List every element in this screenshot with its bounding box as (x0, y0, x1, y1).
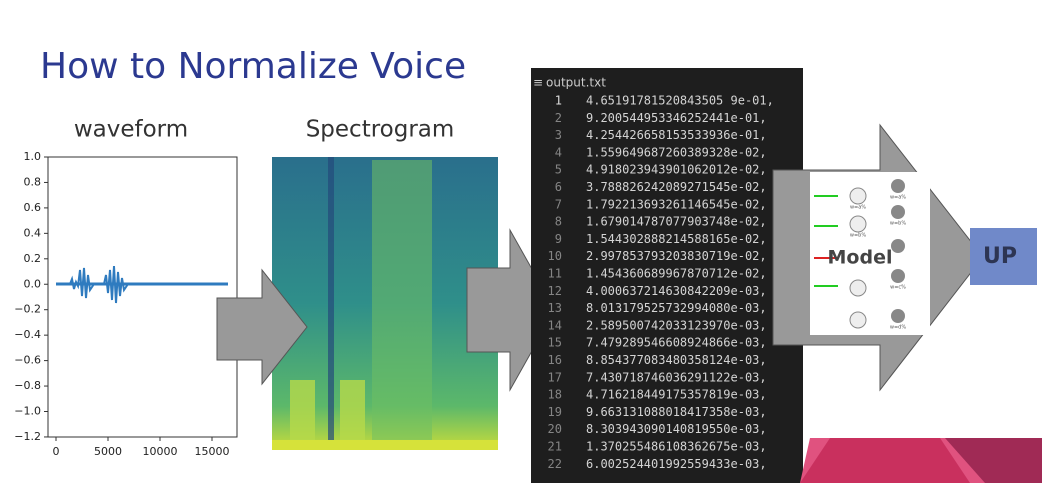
y-tick-label: −0.8 (14, 379, 41, 392)
output-box (970, 228, 1037, 285)
line-text: 8.303943090140819550e-03, (586, 422, 767, 436)
line-text: 4.716218449175357819e-03, (586, 388, 767, 402)
line-text: 1.544302888214588165e-02, (586, 232, 767, 246)
line-number: 13 (548, 301, 562, 315)
model-label: Model (828, 247, 893, 269)
line-number: 4 (555, 145, 562, 159)
weight-label: w=a% (890, 195, 906, 201)
y-tick-label: 0.6 (24, 201, 42, 214)
y-tick-label: 0.8 (24, 175, 42, 188)
y-tick-label: 0.4 (24, 226, 42, 239)
line-text: 6.002524401992559433e-03, (586, 457, 767, 471)
y-tick-label: 1.0 (24, 150, 42, 163)
model-diagram (810, 172, 930, 335)
decoration (800, 438, 1042, 483)
line-number: 3 (555, 128, 562, 142)
weight-label: w=b% (850, 233, 866, 239)
line-text: 8.854377083480358124e-03, (586, 353, 767, 367)
line-number: 11 (548, 267, 562, 281)
x-tick-label: 5000 (94, 445, 122, 458)
line-number: 20 (548, 422, 562, 436)
line-text: 2.997853793203830719e-02, (586, 249, 767, 263)
y-tick-label: −0.2 (14, 303, 41, 316)
line-text: 3.788826242089271545e-02, (586, 180, 767, 194)
line-text: 7.430718746036291122e-03, (586, 370, 767, 384)
line-text: 1.454360689967870712e-02, (586, 267, 767, 281)
line-number: 9 (555, 232, 562, 246)
weight-label: w=d% (890, 325, 906, 331)
line-text: 4.918023943901062012e-02, (586, 163, 767, 177)
spectrogram-label: Spectrogram (306, 117, 455, 143)
line-text: 4.254426658153533936e-01, (586, 128, 767, 142)
waveform-plot (47, 156, 238, 438)
line-number: 6 (555, 180, 562, 194)
line-text: 8.013179525732994080e-03, (586, 301, 767, 315)
y-tick-label: −0.6 (14, 354, 41, 367)
line-text: 4.000637214630842209e-03, (586, 284, 767, 298)
x-tick-label: 15000 (195, 445, 230, 458)
weight-label: w=c% (890, 285, 906, 291)
line-number: 19 (548, 405, 562, 419)
line-number: 15 (548, 336, 562, 350)
arrow (216, 268, 308, 386)
slide-title: How to Normalize Voice (40, 46, 466, 87)
line-number: 17 (548, 370, 562, 384)
line-text: 9.663131088018417358e-03, (586, 405, 767, 419)
line-number: 21 (548, 440, 562, 454)
line-number: 1 (555, 94, 562, 108)
line-number: 7 (555, 197, 562, 211)
editor-panel (531, 68, 803, 483)
y-tick-label: 0.0 (24, 277, 42, 290)
line-text: 1.370255486108362675e-03, (586, 440, 767, 454)
line-number: 8 (555, 215, 562, 229)
line-number: 12 (548, 284, 562, 298)
x-tick-label: 10000 (143, 445, 178, 458)
line-text: 1.792213693261146545e-02, (586, 197, 767, 211)
line-number: 10 (548, 249, 562, 263)
line-text: 7.479289546608924866e-03, (586, 336, 767, 350)
spectrogram-image (272, 157, 498, 450)
y-tick-label: −1.0 (14, 405, 41, 418)
x-tick-label: 0 (53, 445, 60, 458)
line-number: 22 (548, 457, 562, 471)
line-number: 16 (548, 353, 562, 367)
y-tick-label: −1.2 (14, 430, 41, 443)
weight-label: w=a% (850, 205, 866, 211)
line-text: 1.559649687260389328e-02, (586, 145, 767, 159)
line-text: 2.589500742033123970e-03, (586, 318, 767, 332)
output-label: UP (983, 244, 1017, 269)
menu-icon: ≡ (533, 76, 543, 90)
y-tick-label: 0.2 (24, 252, 42, 265)
line-number: 2 (555, 111, 562, 125)
line-number: 5 (555, 163, 562, 177)
filename: output.txt (546, 76, 606, 90)
line-number: 14 (548, 318, 562, 332)
waveform-label: waveform (74, 117, 188, 143)
line-text: 9.200544953346252441e-01, (586, 111, 767, 125)
line-text: 4.65191781520843505 9e-01, (586, 94, 774, 108)
line-number: 18 (548, 388, 562, 402)
weight-label: w=b% (890, 221, 906, 227)
y-tick-label: −0.4 (14, 328, 41, 341)
line-text: 1.679014787077903748e-02, (586, 215, 767, 229)
